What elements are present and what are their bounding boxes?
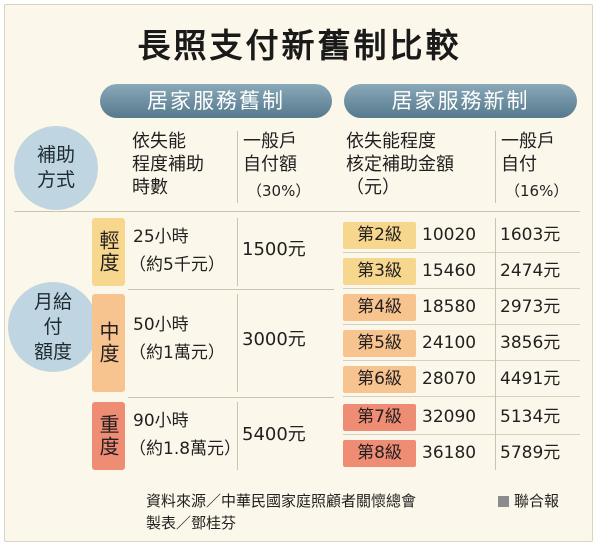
old-pay-header: 一般戶 自付額 [243,131,297,175]
method-label: 補助 方式 [36,144,75,191]
grade-pay: 5134元 [500,407,561,427]
page-title: 長照支付新舊制比較 [137,26,462,65]
old-hours: 25小時 [133,227,189,247]
label-circle-method: 補助 方式 [14,126,98,210]
old-hours-approx: （約1萬元） [129,343,225,363]
credit-note: 製表／鄧桂芬 [146,514,237,532]
old-pay: 3000元 [242,329,306,350]
grade-amount: 10020 [422,225,477,245]
grade-badge: 第3級 [343,258,416,285]
old-hours: 90小時 [133,411,189,431]
level-moderate: 中度 [92,294,125,392]
grade-amount: 28070 [422,369,477,389]
level-mild-label: 輕度 [96,230,120,274]
publisher: 聯合報 [498,491,559,511]
old-system-pill: 居家服務舊制 [100,84,332,118]
row-divider [128,289,334,290]
label-circle-amount: 月給付 額度 [8,282,98,372]
row-divider [343,252,580,253]
row-divider [343,434,580,435]
grade-pay: 4491元 [500,369,561,389]
row-divider [343,324,580,325]
row-divider [343,396,580,397]
old-pay-pct: （30%） [247,182,311,200]
column-separator [495,218,496,470]
row-separator [237,294,238,392]
grade-badge: 第6級 [343,366,416,393]
row-divider [128,397,334,398]
grade-pay: 2973元 [500,297,561,317]
header-separator [495,131,496,203]
row-divider [343,360,580,361]
old-hours-approx: （約5千元） [129,255,225,275]
publisher-square-icon [498,496,509,507]
level-severe: 重度 [92,402,125,470]
source-note: 資料來源／中華民國家庭照顧者關懷總會 [146,492,417,510]
new-system-pill: 居家服務新制 [344,84,577,118]
level-mild: 輕度 [92,218,125,286]
grade-badge: 第5級 [343,330,416,357]
grade-pay: 2474元 [500,261,561,281]
grade-amount: 36180 [422,443,477,463]
grade-amount: 32090 [422,407,477,427]
old-hours: 50小時 [133,315,189,335]
row-divider [343,288,580,289]
level-severe-label: 重度 [96,414,120,458]
grade-badge: 第4級 [343,294,416,321]
grade-amount: 18580 [422,297,477,317]
grade-amount: 15460 [422,261,477,281]
publisher-name: 聯合報 [514,492,560,510]
grade-badge: 第2級 [343,222,416,249]
grade-pay: 3856元 [500,333,561,353]
level-moderate-label: 中度 [96,321,120,365]
old-hours-approx: （約1.8萬元） [129,439,242,459]
grade-amount: 24100 [422,333,477,353]
old-pay: 5400元 [242,424,306,445]
row-separator [237,218,238,286]
header-separator [237,131,238,203]
new-pay-header: 一般戶 自付 [501,131,555,175]
old-pay: 1500元 [242,239,306,260]
grade-pay: 1603元 [500,225,561,245]
new-pay-pct: （16%） [505,182,569,200]
header-divider [14,211,580,212]
grade-badge: 第7級 [343,404,416,431]
grade-badge: 第8級 [343,440,416,467]
grade-pay: 5789元 [500,443,561,463]
row-separator [237,402,238,470]
new-amount-header: 依失能程度 核定補助金額 （元） [346,131,454,198]
old-hours-header: 依失能 程度補助 時數 [132,131,204,198]
amount-label: 月給付 額度 [33,290,72,363]
